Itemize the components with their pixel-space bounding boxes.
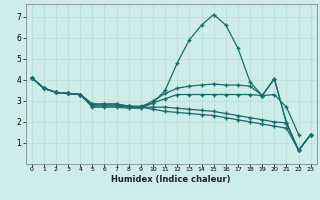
X-axis label: Humidex (Indice chaleur): Humidex (Indice chaleur): [111, 175, 231, 184]
